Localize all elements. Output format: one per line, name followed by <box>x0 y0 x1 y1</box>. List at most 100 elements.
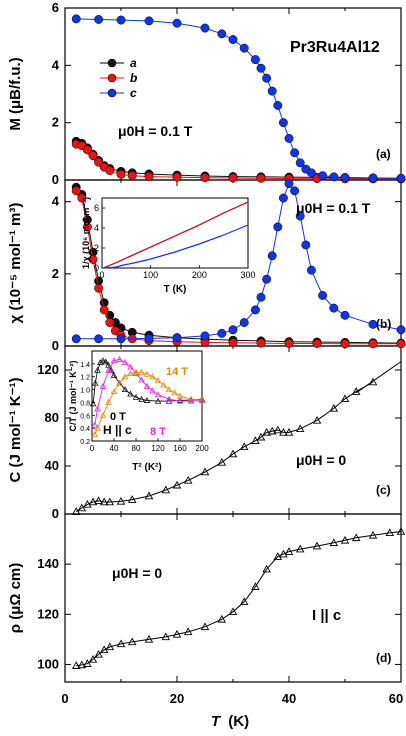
data-point <box>200 331 210 341</box>
inset-c-data-point <box>149 387 156 394</box>
data-point <box>295 211 305 221</box>
data-point <box>200 173 210 183</box>
data-point <box>161 485 171 494</box>
data-point <box>256 63 266 73</box>
data-point <box>340 535 350 544</box>
data-point <box>251 582 260 590</box>
data-point <box>284 133 294 143</box>
data-point <box>200 622 210 631</box>
y-tick-label: 4 <box>52 57 60 72</box>
data-point <box>278 193 288 203</box>
panel-a-ylabel: M (μB/f.u.) <box>7 57 24 130</box>
data-point <box>94 157 104 167</box>
data-point <box>273 552 283 560</box>
data-point <box>329 538 339 547</box>
data-point <box>329 303 339 313</box>
data-point <box>200 23 210 33</box>
data-point <box>228 173 238 183</box>
y-tick-label: 80 <box>45 410 59 425</box>
data-point <box>301 240 311 250</box>
inset-c-y-tick-label: 0.4 <box>80 426 90 433</box>
inset-c-x-tick-label: 0 <box>90 444 95 453</box>
data-point <box>217 614 227 623</box>
data-point <box>94 334 104 344</box>
data-point <box>396 527 406 535</box>
data-point <box>256 173 266 183</box>
data-point <box>262 274 272 284</box>
data-point <box>228 607 238 616</box>
data-point <box>340 394 350 403</box>
data-point <box>312 339 322 348</box>
inset-c-data-point <box>91 421 99 428</box>
data-point <box>71 14 81 24</box>
legend-label-a: a <box>130 56 137 70</box>
inset-c-y-tick-label: 1.2 <box>80 375 90 382</box>
inset-c-series-line <box>94 371 203 435</box>
x-axis-title-unit: (K) <box>228 713 249 730</box>
inset-c-ylabel: C/T (J mol⁻¹ K⁻²) <box>68 361 78 432</box>
data-point <box>368 530 378 539</box>
inset-c-data-point <box>121 386 129 393</box>
inset-c-data-point <box>187 397 195 404</box>
y-tick-label: 120 <box>37 606 59 621</box>
inset-c-data-point <box>110 372 118 378</box>
inset-c-data-point <box>132 370 140 376</box>
data-point <box>239 43 249 53</box>
inset-c-data-point <box>121 373 129 380</box>
data-point <box>127 171 137 181</box>
panel-c-ylabel: C (J mol⁻¹ K⁻¹) <box>7 378 24 483</box>
y-tick-label: 120 <box>37 362 59 377</box>
data-point <box>306 168 316 178</box>
inset-c-y-tick-label: 0.6 <box>80 413 90 420</box>
inset-c-data-point <box>165 397 173 404</box>
inset-c-data-point <box>132 393 140 400</box>
inset-b-series-b <box>104 201 249 269</box>
inset-b-ylabel: 1/χ (10⁶ mol m⁻³) <box>81 197 91 269</box>
x-axis-title-symbol: T <box>211 713 222 730</box>
inset-c-data-point <box>105 399 112 405</box>
inset-c-x-tick-label: 160 <box>173 444 187 453</box>
data-point <box>116 496 126 505</box>
data-point <box>250 305 260 315</box>
data-point <box>396 339 406 349</box>
inset-c-data-point <box>94 405 101 412</box>
inset-c-data-point <box>165 395 173 402</box>
x-axis-title: T (K) <box>211 713 249 730</box>
panel-c-field: μ0H = 0 <box>296 452 346 468</box>
data-point <box>217 29 227 39</box>
y-tick-label: 2 <box>52 115 59 130</box>
data-point <box>290 186 300 196</box>
data-point <box>312 541 322 550</box>
legend-label-c: c <box>130 86 137 100</box>
data-point <box>183 475 193 484</box>
legend-marker-b <box>107 73 117 83</box>
y-tick-label: 0 <box>52 338 59 353</box>
inset-c-data-point <box>99 382 107 389</box>
data-point <box>144 333 154 343</box>
data-point <box>88 497 98 506</box>
inset-c-data-point <box>91 431 99 438</box>
data-point <box>267 426 277 435</box>
inset-c-data-point <box>138 395 145 402</box>
series-line-d-ρ <box>76 531 402 667</box>
data-point <box>340 172 350 182</box>
data-point <box>161 632 171 641</box>
data-point <box>329 172 339 182</box>
data-point <box>94 496 103 505</box>
data-point <box>340 339 350 349</box>
panel-c-label: (c) <box>376 483 391 497</box>
inset-b-y-tick-label: 4 <box>94 223 99 233</box>
data-point <box>267 251 277 261</box>
inset-c-data-point <box>110 357 118 364</box>
data-point <box>88 151 98 161</box>
inset-c-label-8T: 8 T <box>150 426 166 438</box>
data-point <box>228 338 238 348</box>
data-point <box>239 597 249 606</box>
panel-d-current: I || c <box>312 607 341 624</box>
data-point <box>256 292 266 302</box>
data-point <box>329 403 339 412</box>
data-point <box>77 193 87 203</box>
panel-d-label: (d) <box>376 651 391 665</box>
data-point <box>144 491 154 500</box>
data-point <box>217 328 227 338</box>
